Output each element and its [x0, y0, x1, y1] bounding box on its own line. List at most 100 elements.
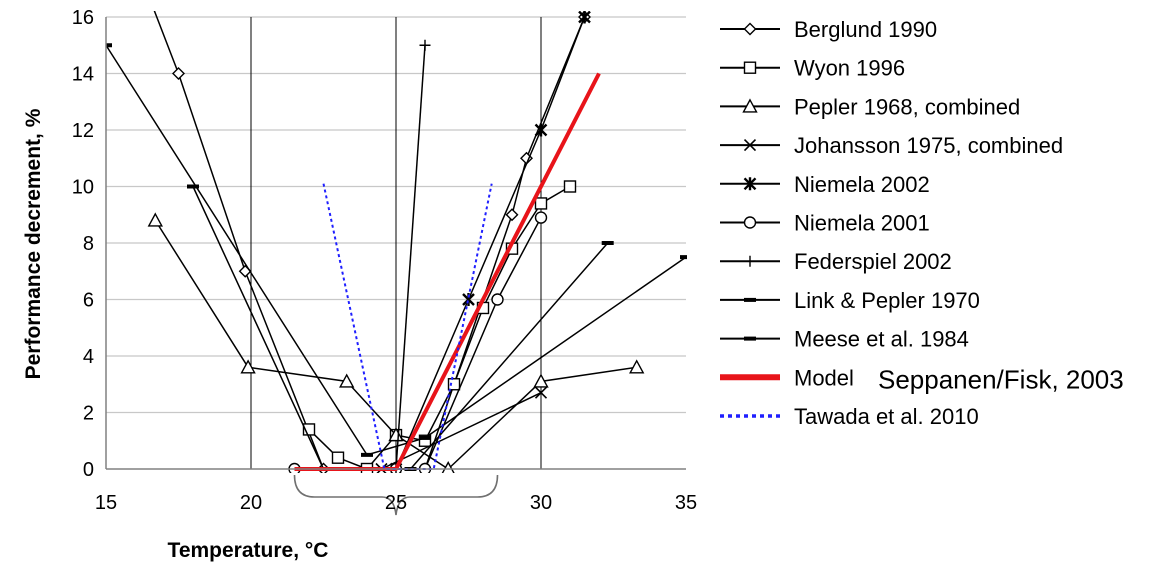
dash-marker-shape [187, 184, 199, 189]
x-axis-title: Temperature, °C [168, 539, 329, 562]
x-tick-label: 35 [675, 492, 697, 514]
series-line-tawada-et-al-2010 [322, 183, 493, 470]
legend-johansson-1975-combined-marker [743, 139, 757, 152]
diamond-marker-shape [172, 67, 185, 80]
circle-marker-shape [491, 293, 504, 306]
square-marker-shape [331, 451, 345, 464]
legend-label-federspiel-2002: Federspiel 2002 [794, 249, 952, 274]
series-line-meese-et-al-1984 [106, 44, 687, 456]
point-pepler-1968-combined-marker [533, 373, 549, 388]
axes [105, 17, 686, 470]
diamond-marker-shape [505, 208, 519, 222]
legend-label-link-pepler-1970: Link & Pepler 1970 [794, 288, 980, 313]
x-tick-label: 30 [530, 492, 552, 514]
legend-label-berglund-1990: Berglund 1990 [794, 17, 937, 42]
legend-meese-et-al-1984-marker [744, 336, 756, 341]
legend-label-wyon-1996: Wyon 1996 [794, 56, 905, 81]
legend-label-niemela-2002: Niemela 2002 [794, 172, 930, 197]
y-axis-title: Performance decrement, % [22, 108, 45, 379]
y-tick-label: 6 [83, 290, 94, 312]
circle-marker-shape [743, 216, 757, 229]
legend-label-johansson-1975-combined: Johansson 1975, combined [794, 133, 1063, 158]
point-berglund-1990-marker [172, 67, 185, 80]
point-pepler-1968-combined-marker [629, 359, 645, 374]
tick-labels: 0 2 4 6 8 10 12 14 16 15 20 25 30 35 [72, 7, 697, 514]
series-line-wyon-1996 [308, 185, 571, 470]
point-link-pepler-1970-marker [187, 184, 199, 189]
legend-entry-model: Model Seppanen/Fisk, 2003 [720, 364, 1124, 394]
legend-entry-niemela-2002: Niemela 2002 [720, 172, 930, 197]
dash-marker-shape [419, 435, 431, 440]
temperature-range-brace [293, 474, 499, 516]
dash-marker-shape [744, 336, 756, 341]
legend-entry-pepler-1968-combined: Pepler 1968, combined [720, 94, 1020, 119]
triangle-marker-shape [742, 98, 758, 113]
triangle-marker-shape [388, 427, 404, 442]
legend-label-extra-model: Seppanen/Fisk, 2003 [878, 364, 1124, 394]
legend-label-model: Model [794, 365, 854, 390]
point-meese-et-al-1984-marker [680, 255, 687, 260]
star-marker-shape [743, 177, 757, 191]
point-meese-et-al-1984-marker [361, 452, 373, 457]
legend-entry-meese-et-al-1984: Meese et al. 1984 [720, 327, 969, 352]
triangle-marker-shape [147, 212, 163, 227]
y-tick-label: 4 [83, 346, 94, 368]
legend-entry-tawada-et-al-2010: Tawada et al. 2010 [720, 404, 979, 429]
x-tick-label: 15 [95, 492, 117, 514]
point-wyon-1996-marker [418, 434, 432, 447]
legend: Berglund 1990 Wyon 1996 Pepler 1968, combi… [720, 17, 1124, 429]
legend-entry-johansson-1975-combined: Johansson 1975, combined [720, 133, 1063, 158]
y-tick-label: 16 [72, 7, 94, 29]
series-line-niemela-2002 [395, 16, 586, 470]
legend-link-pepler-1970-marker [744, 297, 756, 302]
plus-marker-shape [419, 39, 431, 51]
square-marker-shape [302, 423, 316, 436]
point-pepler-1968-combined-marker [147, 212, 163, 227]
legend-entry-berglund-1990: Berglund 1990 [720, 17, 937, 42]
triangle-marker-shape [240, 359, 256, 374]
y-tick-label: 14 [72, 64, 94, 86]
point-wyon-1996-marker [331, 451, 345, 464]
point-link-pepler-1970-marker [601, 241, 614, 245]
x-marker-shape [534, 386, 548, 399]
legend-pepler-1968-combined-marker [742, 98, 758, 113]
star-marker-shape [578, 11, 591, 24]
square-marker-shape [563, 180, 577, 193]
point-meese-et-al-1984-marker [106, 43, 112, 48]
dash-marker-shape [361, 452, 373, 457]
y-tick-label: 0 [83, 459, 94, 481]
y-tick-label: 12 [72, 120, 94, 142]
x-tick-label: 25 [385, 492, 407, 514]
legend-niemela-2002-marker [743, 177, 757, 191]
point-pepler-1968-combined-marker [388, 427, 404, 442]
point-niemela-2001-marker [534, 211, 548, 224]
point-pepler-1968-combined-marker [240, 359, 256, 374]
point-berglund-1990-marker [505, 208, 519, 222]
point-wyon-1996-marker [563, 180, 577, 193]
legend-wyon-1996-marker [743, 61, 757, 74]
legend-berglund-1990-marker [743, 22, 757, 36]
dash-marker-shape [601, 241, 614, 245]
point-johansson-1975-combined-marker [534, 386, 548, 399]
legend-niemela-2001-marker [743, 216, 757, 229]
plot-grid [106, 16, 686, 469]
series-line-federspiel-2002 [395, 45, 426, 470]
square-marker-shape [534, 197, 548, 210]
triangle-marker-shape [339, 373, 355, 388]
point-niemela-2002-marker [578, 11, 591, 24]
x-marker-shape [743, 139, 757, 152]
point-wyon-1996-marker [534, 197, 548, 210]
y-tick-label: 2 [83, 403, 94, 425]
point-wyon-1996-marker [302, 423, 316, 436]
square-marker-shape [447, 378, 461, 391]
legend-entry-wyon-1996: Wyon 1996 [720, 56, 905, 81]
square-marker-shape [418, 434, 432, 447]
dash-marker-shape [744, 297, 756, 302]
dash-marker-shape [680, 255, 687, 260]
legend-entry-niemela-2001: Niemela 2001 [720, 211, 930, 236]
circle-marker-shape [534, 211, 548, 224]
legend-label-meese-et-al-1984: Meese et al. 1984 [794, 327, 969, 352]
legend-label-niemela-2001: Niemela 2001 [794, 211, 930, 236]
point-wyon-1996-marker [447, 378, 461, 391]
y-tick-label: 8 [83, 233, 94, 255]
